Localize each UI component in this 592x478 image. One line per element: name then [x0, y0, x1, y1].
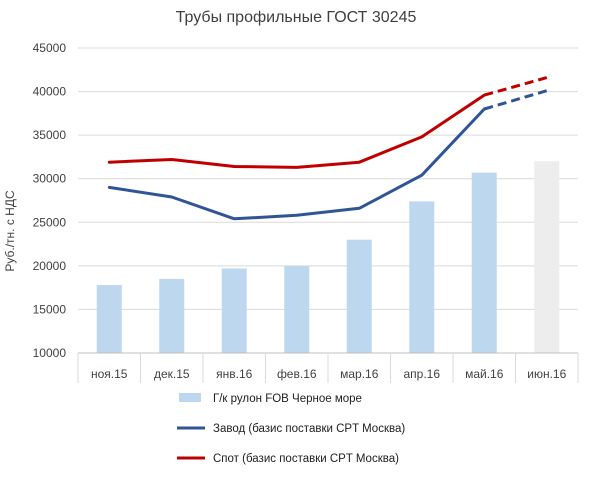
y-tick-label: 35000 — [33, 128, 67, 142]
y-tick-label: 45000 — [33, 41, 67, 55]
y-axis-label: Руб./тн. с НДС — [3, 190, 17, 272]
bar-дек.15 — [159, 278, 185, 353]
legend-swatch-bar — [179, 393, 201, 402]
bar-series — [96, 161, 560, 353]
bar-ноя.15 — [96, 285, 122, 353]
y-tick-label: 15000 — [33, 302, 67, 316]
y-tick-label: 40000 — [33, 85, 67, 99]
x-tick-label: мар.16 — [340, 367, 379, 381]
series-line-forecast-1 — [483, 89, 548, 111]
bar-июн.16 — [534, 161, 560, 353]
series-line-1 — [107, 107, 486, 221]
line-series — [107, 76, 548, 221]
x-axis-ticks: ноя.15 дек.15 янв.16 фев.16 мар.16 апр.16 май.… — [91, 367, 567, 381]
gridlines — [78, 47, 578, 354]
legend-entry: Завод (базис поставки CPT Москва) — [213, 423, 405, 435]
x-tick-label: ноя.15 — [91, 367, 128, 381]
x-tick-label: фев.16 — [277, 367, 317, 381]
legend-entry: Г/к рулон FOB Черное море — [213, 393, 362, 405]
bar-май.16 — [471, 172, 497, 353]
y-tick-label: 10000 — [33, 346, 67, 360]
x-tick-label: май.16 — [465, 367, 504, 381]
x-tick-label: янв.16 — [216, 367, 253, 381]
legend-entry: Спот (базис поставки CPT Москва) — [213, 453, 399, 465]
legend: Г/к рулон FOB Черное море Завод (базис по… — [177, 393, 405, 465]
x-tick-label: дек.15 — [154, 367, 190, 381]
y-tick-label: 25000 — [33, 215, 67, 229]
y-tick-label: 30000 — [33, 172, 67, 186]
bar-мар.16 — [346, 239, 372, 353]
x-axis — [77, 352, 579, 383]
series-line-2 — [107, 93, 486, 169]
x-tick-label: апр.16 — [403, 367, 440, 381]
y-tick-label: 20000 — [33, 259, 67, 273]
series-line-forecast-2 — [483, 76, 548, 97]
bar-апр.16 — [409, 201, 435, 353]
x-tick-label: июн.16 — [527, 367, 566, 381]
y-axis-ticks: 10000 15000 20000 25000 30000 35000 40000 45000 — [33, 41, 67, 360]
bar-янв.16 — [221, 268, 247, 353]
chart-title: Трубы профильные ГОСТ 30245 — [176, 9, 417, 26]
bar-фев.16 — [284, 265, 310, 353]
